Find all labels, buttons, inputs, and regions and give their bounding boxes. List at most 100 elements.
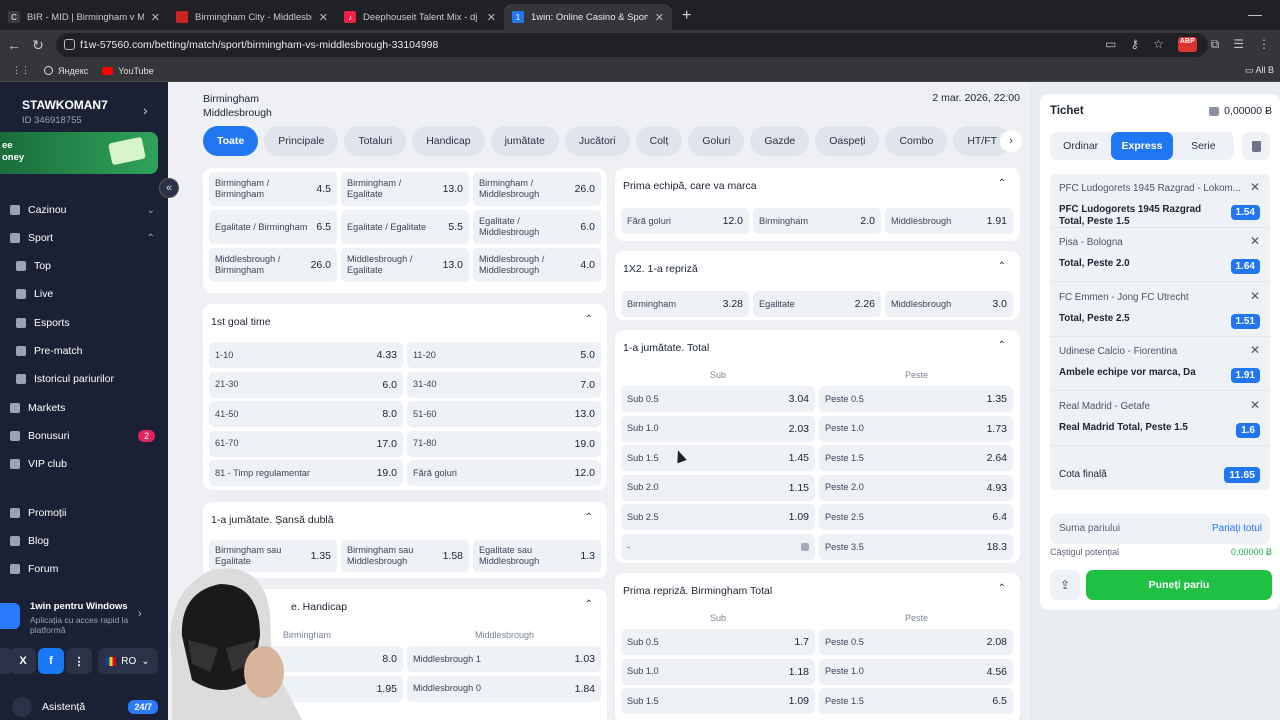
username[interactable]: STAWKOMAN7 xyxy=(22,98,108,112)
browser-tab-active[interactable]: 1 1win: Online Casino & Sport Be ✕ xyxy=(504,4,672,30)
odds-cell[interactable]: Birmingham / Middlesbrough 26.0 xyxy=(473,172,601,206)
chevron-right-icon[interactable]: › xyxy=(143,102,148,118)
adblock-icon[interactable]: ABP xyxy=(1177,37,1197,52)
odds-cell[interactable]: Egalitate 2.26 xyxy=(753,291,881,317)
odds-cell[interactable]: Birmingham sau Egalitate 1.35 xyxy=(209,540,337,572)
odds-cell[interactable]: 1-10 4.33 xyxy=(209,342,403,368)
odds-cell[interactable]: Fără goluri 12.0 xyxy=(407,460,601,487)
reload-icon[interactable]: ↻ xyxy=(32,36,44,53)
browser-tab[interactable]: C BIR - MID | Birmingham v Middlesbrough ✕ xyxy=(0,4,168,30)
instagram-icon[interactable] xyxy=(0,648,12,674)
new-tab-button[interactable]: + xyxy=(682,7,692,24)
remove-bet-icon[interactable]: ✕ xyxy=(1249,343,1260,358)
sidebar-item-history[interactable]: Istoricul pariurilor xyxy=(16,373,161,385)
odds-cell[interactable]: 71-80 19.0 xyxy=(407,430,601,457)
mode-serie[interactable]: Serie xyxy=(1191,140,1216,152)
sidebar-item-prematch[interactable]: Pre-match xyxy=(16,345,161,357)
odds-cell[interactable]: Birmingham / Birmingham 4.5 xyxy=(209,172,337,206)
facebook-icon[interactable]: f xyxy=(38,648,64,674)
odds-cell[interactable]: Sub 0.5 3.04 xyxy=(621,386,815,412)
close-tab-icon[interactable]: ✕ xyxy=(486,11,496,24)
filter-chip[interactable]: Combo xyxy=(885,126,948,156)
bookmark-item[interactable]: Яндекс xyxy=(44,66,88,76)
odds-cell[interactable]: Middlesbrough 3.0 xyxy=(885,291,1013,317)
x-icon[interactable]: X xyxy=(10,648,36,674)
star-icon[interactable]: ☆ xyxy=(1153,37,1164,51)
odds-cell[interactable]: Fără goluri 12.0 xyxy=(621,208,749,234)
url-field[interactable]: f1w-57560.com/betting/match/sport/birmin… xyxy=(56,33,1208,57)
chevron-up-icon[interactable]: ⌃ xyxy=(997,261,1006,272)
menu-icon[interactable]: ⋮ xyxy=(1258,37,1270,51)
chevron-up-icon[interactable]: ⌃ xyxy=(997,178,1006,189)
odds-cell[interactable]: Middlesbrough 1.91 xyxy=(885,208,1013,234)
sidebar-item-vip[interactable]: VIP club xyxy=(10,458,155,470)
stake-input[interactable]: Suma pariului Pariați totul xyxy=(1050,514,1270,544)
odds-cell[interactable]: Middlesbrough / Egalitate 13.0 xyxy=(341,248,469,282)
remove-bet-icon[interactable]: ✕ xyxy=(1249,288,1260,303)
odds-cell[interactable]: - xyxy=(621,534,815,560)
close-tab-icon[interactable]: ✕ xyxy=(654,11,664,24)
odds-cell[interactable]: Sub 1.5 1.09 xyxy=(621,688,815,715)
odds-cell[interactable]: Birmingham 2.0 xyxy=(753,208,881,234)
clear-slip-button[interactable] xyxy=(1242,132,1270,160)
odds-cell[interactable]: Egalitate / Birmingham 6.5 xyxy=(209,210,337,244)
back-icon[interactable]: ← xyxy=(7,37,21,53)
sidebar-item-markets[interactable]: Markets xyxy=(10,402,155,414)
odds-cell[interactable]: 51-60 13.0 xyxy=(407,401,601,428)
filter-chip[interactable]: Goluri xyxy=(688,126,745,156)
key-icon[interactable]: ⚷ xyxy=(1130,37,1140,51)
odds-cell[interactable]: 61-70 17.0 xyxy=(209,430,403,457)
extensions-icon[interactable]: ⧉ xyxy=(1210,37,1220,51)
odds-cell[interactable]: 21-30 6.0 xyxy=(209,371,403,398)
odds-cell[interactable]: Egalitate sau Middlesbrough 1.3 xyxy=(473,540,601,572)
share-button[interactable]: ⇪ xyxy=(1050,570,1080,600)
odds-cell[interactable]: Sub 1.0 2.03 xyxy=(621,415,815,442)
sidebar-item-blog[interactable]: Blog xyxy=(10,535,155,547)
browser-tab[interactable]: ♪ Deephouseit Talent Mix - dj ✕ xyxy=(336,4,504,30)
sidebar-item-promotions[interactable]: Promoții xyxy=(10,507,155,519)
odds-cell[interactable]: Middlesbrough 1 1.03 xyxy=(407,646,601,672)
mode-ordinar[interactable]: Ordinar xyxy=(1063,140,1099,152)
odds-cell[interactable]: Egalitate / Egalitate 5.5 xyxy=(341,210,469,244)
support-button[interactable]: Asistență 24/7 xyxy=(0,694,158,720)
bookmark-item[interactable]: YouTube xyxy=(102,66,154,76)
sidebar-item-forum[interactable]: Forum xyxy=(10,563,155,575)
filter-chip[interactable]: Handicap xyxy=(412,126,485,156)
odds-cell[interactable]: Peste 0.5 1.35 xyxy=(819,386,1013,412)
scroll-right-icon[interactable]: › xyxy=(1000,130,1022,152)
odds-cell[interactable]: Birmingham / Egalitate 13.0 xyxy=(341,172,469,206)
remove-bet-icon[interactable]: ✕ xyxy=(1249,234,1260,249)
remove-bet-icon[interactable]: ✕ xyxy=(1249,397,1260,412)
odds-cell[interactable]: Sub 1.5 1.45 xyxy=(621,445,815,472)
promo-banner[interactable]: ee oney xyxy=(0,132,158,174)
filter-chip[interactable]: Totaluri xyxy=(344,126,407,156)
browser-tab[interactable]: Birmingham City - Middlesbrough ✕ xyxy=(168,4,336,30)
filter-chip[interactable]: jumătate xyxy=(490,126,559,156)
sidebar-item-top[interactable]: Top xyxy=(16,260,161,272)
remove-bet-icon[interactable]: ✕ xyxy=(1249,180,1260,194)
odds-cell[interactable]: Middlesbrough / Birmingham 26.0 xyxy=(209,248,337,282)
odds-cell[interactable]: Sub 2.5 1.09 xyxy=(621,504,815,531)
odds-cell[interactable]: Peste 0.5 2.08 xyxy=(819,629,1013,655)
odds-cell[interactable]: 11-20 5.0 xyxy=(407,342,601,368)
odds-cell[interactable]: Peste 3.5 18.3 xyxy=(819,534,1013,560)
odds-cell[interactable]: Peste 1.0 4.56 xyxy=(819,658,1013,685)
odds-cell[interactable]: Sub 2.0 1.15 xyxy=(621,474,815,501)
sidebar-item-esports[interactable]: Esports xyxy=(16,317,161,329)
odds-cell[interactable]: Birmingham 3.28 xyxy=(621,291,749,317)
sidebar-item-casino[interactable]: Cazinou ⌄ xyxy=(10,204,155,216)
odds-cell[interactable]: 41-50 8.0 xyxy=(209,401,403,428)
cast-icon[interactable]: ▭ xyxy=(1104,37,1117,51)
odds-cell[interactable]: Egalitate / Middlesbrough 6.0 xyxy=(473,210,601,244)
odds-cell[interactable]: Middlesbrough 0 1.84 xyxy=(407,675,601,702)
odds-cell[interactable]: Birmingham sau Middlesbrough 1.58 xyxy=(341,540,469,572)
odds-cell[interactable]: Peste 1.0 1.73 xyxy=(819,415,1013,442)
sidebar-item-sport[interactable]: Sport ⌃ xyxy=(10,232,155,244)
chevron-up-icon[interactable]: ⌃ xyxy=(997,340,1006,351)
bet-all-button[interactable]: Pariați totul xyxy=(1211,523,1262,534)
filter-chip[interactable]: Principale xyxy=(264,126,339,156)
chevron-up-icon[interactable]: ⌃ xyxy=(584,314,593,325)
filter-chip[interactable]: Gazde xyxy=(750,126,810,156)
all-bookmarks[interactable]: ▭ All B xyxy=(1245,65,1274,76)
sidebar-icon[interactable]: ☰ xyxy=(1233,37,1244,51)
